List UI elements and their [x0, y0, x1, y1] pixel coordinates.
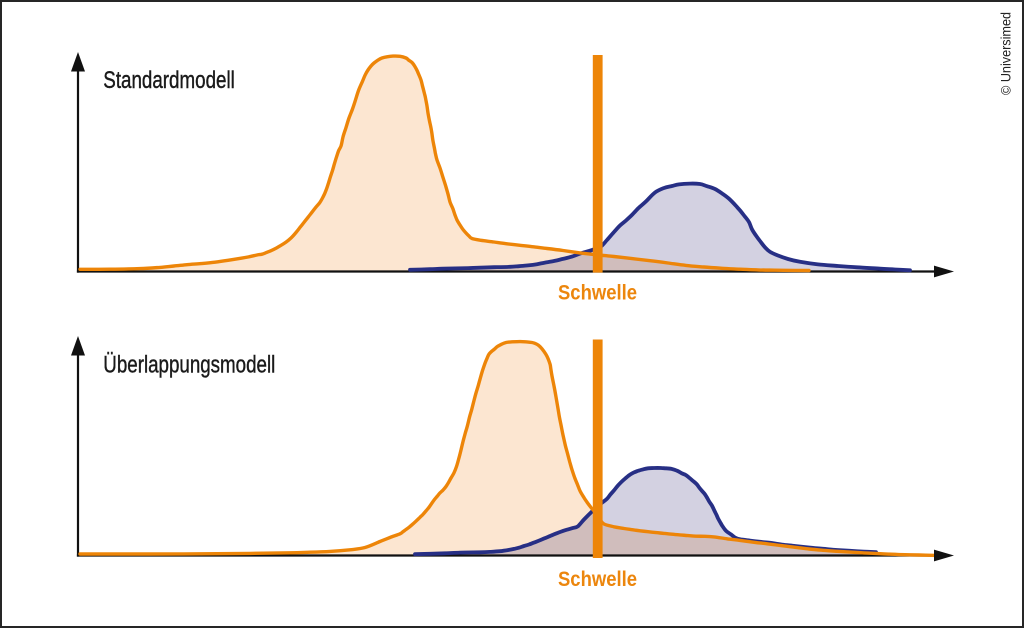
svg-text:Schwelle: Schwelle: [558, 282, 637, 305]
svg-text:Standardmodell: Standardmodell: [103, 67, 235, 94]
svg-text:Überlappungsmodell: Überlappungsmodell: [103, 352, 275, 379]
svg-text:© Universimed: © Universimed: [998, 12, 1014, 95]
svg-text:Schwelle: Schwelle: [558, 568, 637, 591]
